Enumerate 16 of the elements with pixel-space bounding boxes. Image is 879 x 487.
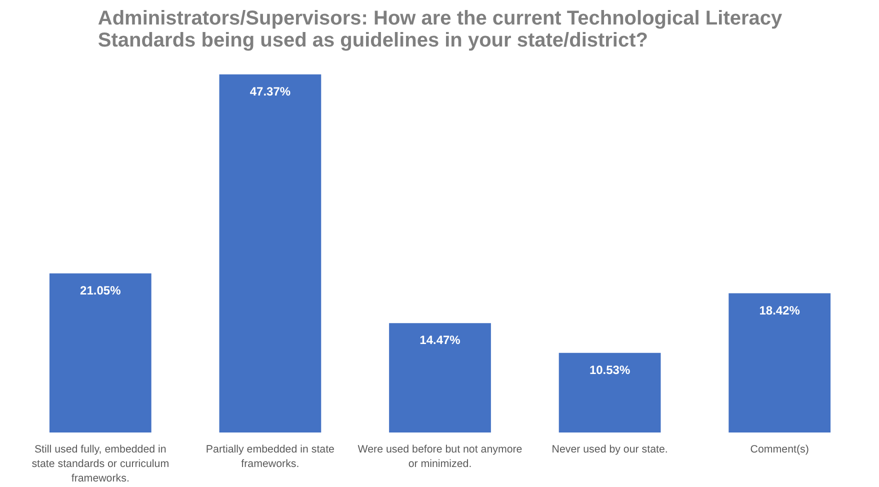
chart-title: Administrators/Supervisors: How are the current Technological Literacy Standards being used as guidelines in your state/district?	[98, 8, 783, 52]
bar	[219, 74, 322, 432]
x-tick-label: Comment(s)	[750, 444, 809, 456]
x-tick-label: Were used before but not anymore or minimized.	[358, 444, 522, 470]
x-tick-label: Partially embedded in state frameworks.	[206, 444, 335, 470]
data-label: 18.42%	[759, 303, 800, 318]
bar	[558, 352, 661, 432]
data-label: 21.05%	[80, 283, 122, 298]
x-tick-label: Never used by our state.	[552, 444, 668, 456]
bar	[49, 273, 152, 432]
x-tick-label: Still used fully, embedded in state standards or curriculum frameworks.	[32, 444, 170, 484]
data-label: 14.47%	[420, 333, 461, 348]
data-label: 47.37%	[250, 84, 291, 98]
bar	[389, 323, 491, 432]
data-label: 10.53%	[589, 362, 630, 377]
bar	[728, 293, 831, 432]
